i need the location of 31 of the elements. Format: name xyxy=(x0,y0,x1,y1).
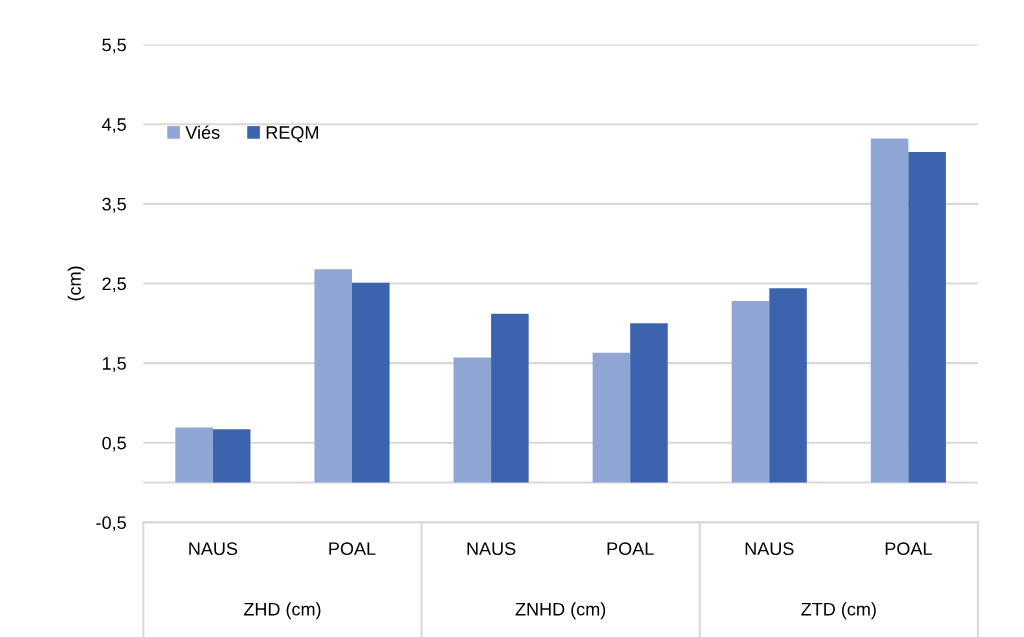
text: ZNHD (cm) xyxy=(515,602,606,620)
bar xyxy=(769,288,807,483)
bar xyxy=(352,282,390,483)
text: ZHD (cm) xyxy=(243,602,321,620)
x-tick-label: POAL xyxy=(607,542,654,556)
bar xyxy=(630,323,668,483)
x-tick-label: NAUS xyxy=(745,542,794,556)
bar xyxy=(908,152,946,483)
bar xyxy=(314,269,352,483)
bar xyxy=(731,300,770,483)
bar xyxy=(870,138,909,483)
y-tick-label: 5,5 xyxy=(102,38,126,54)
y-tick-label: 3,5 xyxy=(102,197,126,213)
legend-label: REQM xyxy=(266,126,318,143)
bar xyxy=(491,313,529,483)
bar xyxy=(212,429,251,483)
x-tick-label: POAL xyxy=(329,542,376,556)
y-tick-label: 1,5 xyxy=(102,357,126,372)
y-tick-label: 4,5 xyxy=(102,118,126,134)
bar xyxy=(592,352,631,483)
legend-label: Viés xyxy=(185,125,220,139)
y-tick-label: 2,5 xyxy=(102,277,126,293)
x-tick-label: POAL xyxy=(885,542,932,556)
y-axis-title: (cm) xyxy=(67,266,85,301)
x-tick-label: NAUS xyxy=(189,542,238,556)
y-tick-label: -0,5 xyxy=(96,516,126,532)
x-tick-label: NAUS xyxy=(467,542,516,556)
bar xyxy=(453,357,492,483)
bar xyxy=(175,427,213,483)
y-tick-label: 0,5 xyxy=(102,436,126,452)
text: ZTD (cm) xyxy=(801,602,876,620)
